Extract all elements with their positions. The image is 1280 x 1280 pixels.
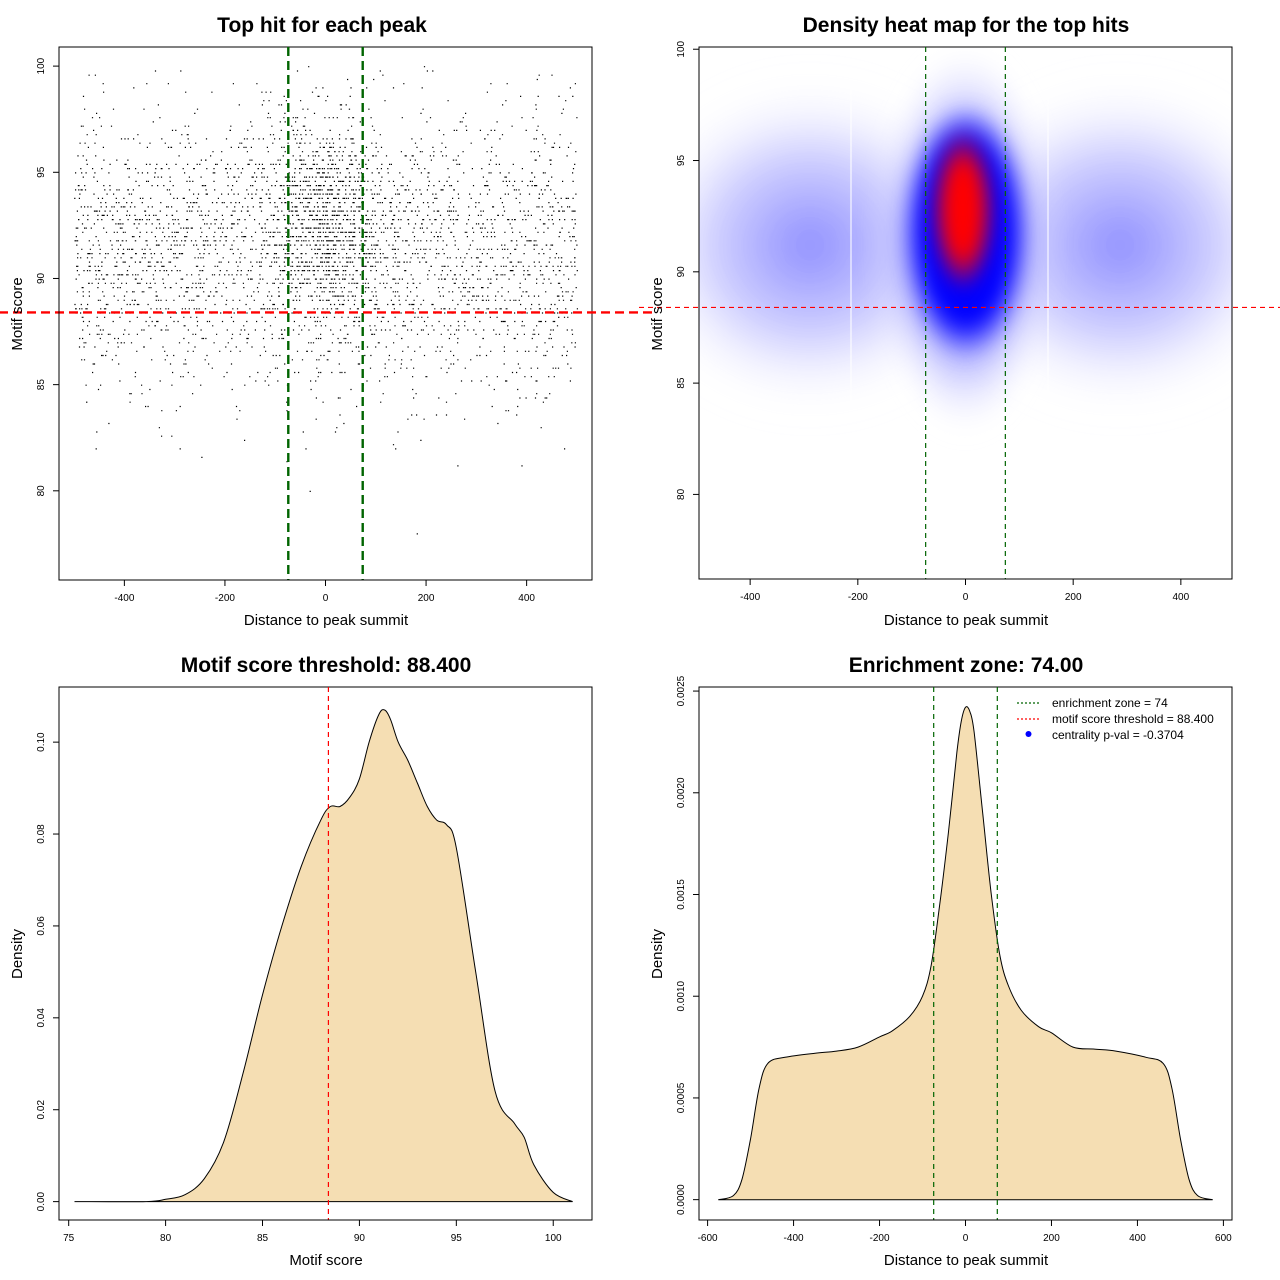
x-tick-label: 0 (963, 1233, 969, 1244)
x-tick-label: 90 (354, 1233, 366, 1244)
heatmap-xlabel: Distance to peak summit (884, 612, 1049, 629)
y-tick-label: 0.02 (36, 1100, 47, 1120)
scatter-xaxis: -400 -200 0 200 400 (114, 579, 535, 604)
y-tick-label: 0.0005 (676, 1082, 687, 1113)
heatmap-xaxis: -400 -200 0 200 400 (740, 578, 1190, 603)
heatmap-yaxis: 80 85 90 95 100 (676, 40, 700, 500)
scatter-points (74, 66, 578, 535)
y-tick-label: 80 (36, 485, 47, 497)
x-tick-label: 0 (963, 592, 969, 603)
score-yaxis: 0.00 0.02 0.04 0.06 0.08 0.10 (36, 732, 60, 1211)
y-tick-label: 90 (676, 266, 687, 278)
y-tick-label: 85 (676, 377, 687, 389)
x-tick-label: -400 (740, 592, 760, 603)
x-tick-label: 0 (323, 593, 329, 604)
panel-heatmap-title: Density heat map for the top hits (803, 14, 1130, 37)
y-tick-label: 0.00 (36, 1191, 47, 1211)
y-tick-label: 95 (676, 155, 687, 167)
y-tick-label: 0.0000 (676, 1184, 687, 1215)
y-tick-label: 0.0025 (676, 675, 687, 706)
score-ylabel: Density (9, 928, 26, 979)
score-density-area (74, 709, 573, 1203)
legend-label-centrality: centrality p-val = -0.3704 (1052, 728, 1184, 742)
panel-score-density: Motif score threshold: 88.400 75 80 85 90 95… (9, 654, 593, 1269)
legend-label-enrichment: enrichment zone = 74 (1052, 696, 1168, 710)
panel-scatter: Top hit for each peak -400 -200 0 200 400 80… (0, 14, 652, 629)
x-tick-label: -400 (114, 593, 134, 604)
distance-ylabel: Density (649, 928, 666, 979)
distance-yaxis: 0.0000 0.0005 0.0010 0.0015 0.0020 0.0025 (676, 675, 700, 1215)
distance-legend: enrichment zone = 74 motif score thresho… (1017, 696, 1214, 742)
x-tick-label: -400 (784, 1233, 804, 1244)
x-tick-label: 85 (257, 1233, 269, 1244)
x-tick-label: 200 (1065, 592, 1082, 603)
legend-label-threshold: motif score threshold = 88.400 (1052, 712, 1214, 726)
distance-density-area (718, 706, 1213, 1201)
y-tick-label: 95 (36, 166, 47, 178)
x-tick-label: 400 (518, 593, 535, 604)
x-tick-label: 400 (1129, 1233, 1146, 1244)
y-tick-label: 0.04 (36, 1008, 47, 1028)
x-tick-label: 400 (1173, 592, 1190, 603)
y-tick-label: 0.06 (36, 916, 47, 936)
scatter-xlabel: Distance to peak summit (244, 612, 409, 629)
distance-xaxis: -600 -400 -200 0 200 400 600 (698, 1219, 1232, 1244)
y-tick-label: 0.0020 (676, 777, 687, 808)
x-tick-label: 95 (451, 1233, 463, 1244)
x-tick-label: 200 (418, 593, 435, 604)
scatter-ylabel: Motif score (9, 277, 26, 350)
x-tick-label: 75 (63, 1233, 75, 1244)
panel-score-title: Motif score threshold: 88.400 (181, 654, 472, 677)
x-tick-label: -200 (215, 593, 235, 604)
x-tick-label: 600 (1215, 1233, 1232, 1244)
y-tick-label: 85 (36, 379, 47, 391)
x-tick-label: -600 (698, 1233, 718, 1244)
y-tick-label: 0.10 (36, 732, 47, 752)
heatmap-ylabel: Motif score (649, 277, 666, 350)
x-tick-label: -200 (870, 1233, 890, 1244)
scatter-point-cloud (74, 66, 578, 535)
y-tick-label: 80 (676, 488, 687, 500)
x-tick-label: -200 (848, 592, 868, 603)
legend-swatch-centrality (1025, 731, 1032, 737)
x-tick-label: 80 (160, 1233, 172, 1244)
panel-distance-title: Enrichment zone: 74.00 (849, 654, 1084, 677)
panel-scatter-title: Top hit for each peak (217, 14, 427, 37)
distance-xlabel: Distance to peak summit (884, 1252, 1049, 1269)
heatmap-hotspot (931, 128, 995, 292)
score-xaxis: 75 80 85 90 95 100 (63, 1219, 562, 1244)
heatmap-density (699, 47, 1232, 440)
y-tick-label: 0.08 (36, 824, 47, 844)
panel-distance-density: Enrichment zone: 74.00 -600 -400 -200 0 200 4… (649, 654, 1233, 1269)
x-tick-label: 200 (1043, 1233, 1060, 1244)
y-tick-label: 0.0015 (676, 879, 687, 910)
panel-heatmap: Density heat map for the top hits -400 -2… (639, 14, 1280, 629)
score-xlabel: Motif score (289, 1252, 362, 1269)
y-tick-label: 100 (36, 57, 47, 74)
y-tick-label: 100 (676, 40, 687, 57)
y-tick-label: 90 (36, 272, 47, 284)
scatter-yaxis: 80 85 90 95 100 (36, 57, 60, 497)
y-tick-label: 0.0010 (676, 980, 687, 1011)
x-tick-label: 100 (545, 1233, 562, 1244)
